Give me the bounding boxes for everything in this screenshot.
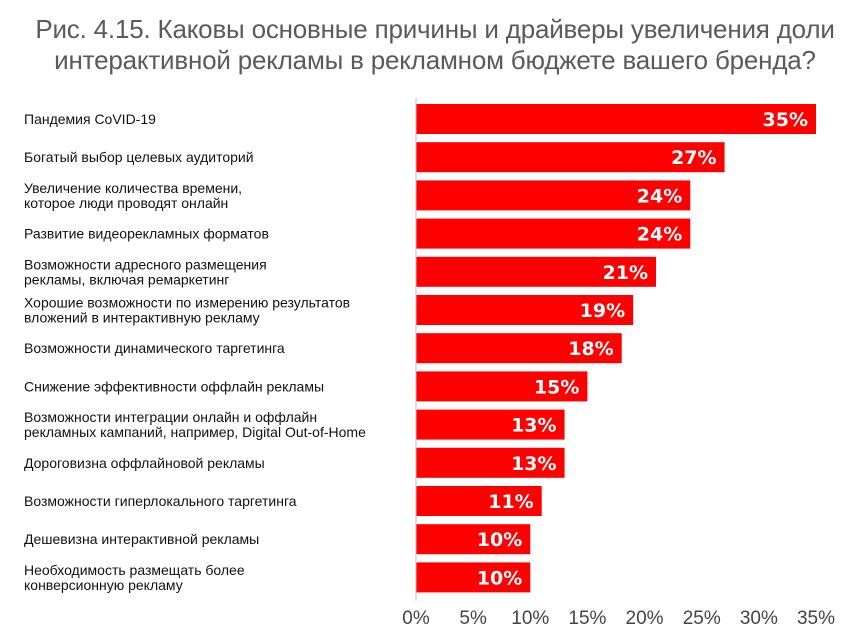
x-tick-label: 35% [797, 608, 835, 629]
bar-value-label: 35% [763, 109, 808, 131]
bar-value-label: 11% [488, 491, 533, 513]
category-label: Дешевизна интерактивной рекламы [24, 531, 259, 547]
bar [416, 256, 656, 287]
category-label: Увеличение количества времени, [24, 180, 242, 196]
category-label: вложений в интерактивную рекламу [24, 310, 260, 326]
category-label: Возможности интеграции онлайн и оффлайн [24, 409, 317, 425]
bar [416, 295, 634, 325]
bar [416, 104, 816, 134]
category-label: Возможности гиперлокального таргетинга [24, 493, 297, 509]
bar-value-label: 18% [568, 338, 613, 360]
x-tick-label: 0% [402, 608, 430, 629]
category-label: Снижение эффективности оффлайн рекламы [24, 378, 324, 394]
category-label: Богатый выбор целевых аудиторий [24, 149, 254, 165]
bar [416, 447, 565, 478]
category-label: рекламных кампаний, например, Digital Ou… [24, 424, 366, 440]
bar [416, 371, 588, 402]
chart-title: Рис. 4.15. Каковы основные причины и дра… [20, 14, 850, 76]
category-label: которое люди проводят онлайн [24, 195, 228, 211]
bar-value-label: 10% [477, 529, 522, 551]
category-label: рекламы, включая ремаркетинг [24, 271, 229, 287]
bar [416, 333, 622, 364]
bar-value-label: 13% [511, 415, 556, 437]
bar-value-label: 27% [671, 147, 716, 169]
x-tick-label: 10% [511, 608, 549, 629]
x-tick-label: 5% [459, 608, 487, 629]
category-label: конверсионную рекламу [24, 577, 183, 593]
x-tick-label: 20% [626, 608, 664, 629]
bar [416, 180, 691, 211]
bar [416, 142, 725, 173]
category-label: Развитие видеорекламных форматов [24, 226, 269, 242]
chart-title-line-1: Рис. 4.15. Каковы основные причины и дра… [35, 14, 835, 44]
bar-value-label: 24% [637, 185, 682, 207]
bar [416, 409, 565, 440]
category-label: Возможности адресного размещения [24, 256, 267, 272]
category-label: Хорошие возможности по измерению результ… [24, 295, 350, 311]
x-tick-label: 15% [568, 608, 606, 629]
category-label: Возможности динамического таргетинга [24, 340, 285, 356]
chart-title-line-2: интерактивной рекламы в рекламном бюджет… [54, 45, 816, 75]
bar [416, 562, 531, 593]
x-tick-label: 30% [740, 608, 778, 629]
bar [416, 486, 542, 516]
category-label: Пандемия CoVID-19 [24, 111, 156, 127]
bar-value-label: 10% [477, 567, 522, 589]
x-tick-label: 25% [683, 608, 721, 629]
bar [416, 524, 531, 555]
bar-value-label: 19% [580, 300, 625, 322]
category-label: Дороговизна оффлайновой рекламы [24, 455, 265, 471]
bar-value-label: 15% [534, 376, 579, 398]
bar-value-label: 13% [511, 453, 556, 475]
category-label: Необходимость размещать более [24, 562, 245, 578]
bar [416, 218, 691, 249]
bar-value-label: 21% [603, 262, 648, 284]
bar-value-label: 24% [637, 224, 682, 246]
